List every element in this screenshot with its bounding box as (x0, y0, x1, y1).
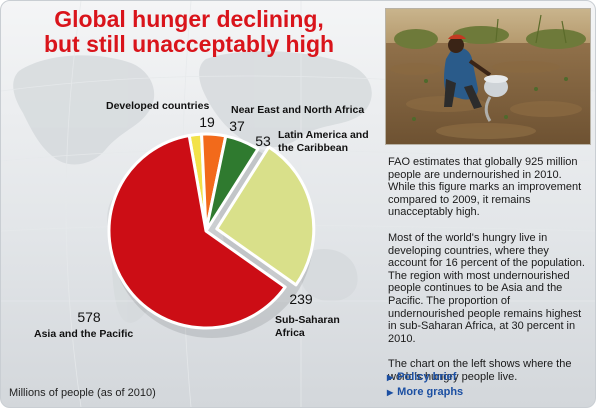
value-label-near-east-and-north-africa: 37 (229, 118, 245, 134)
description-text: FAO estimates that globally 925 million … (388, 156, 588, 397)
slice-label-developed-countries: Developed countries (106, 100, 209, 112)
slice-label-asia-and-the-pacific: Asia and the Pacific (34, 328, 133, 340)
more-graphs-label: More graphs (397, 386, 464, 398)
chart-unit-note: Millions of people (as of 2010) (9, 387, 156, 399)
slice-label-latin-america-and-the-caribbean: Latin America and the Caribbean (278, 129, 369, 154)
slice-label-near-east-and-north-africa: Near East and North Africa (231, 104, 364, 116)
pie-chart: 19 Developed countries 37 Near East and Nor… (34, 100, 369, 340)
chart-title: Global hunger declining, but still unacc… (1, 7, 377, 57)
value-label-sub-saharan-africa: 239 (289, 291, 313, 307)
pie-slice-latin-america-and-the-caribbean (204, 134, 260, 233)
policy-brief-label: Policy brief (397, 371, 457, 383)
paragraph-estimate: FAO estimates that globally 925 million … (388, 156, 582, 219)
paragraph-developing-countries: Most of the world's hungry live in devel… (388, 231, 585, 345)
farmer-watering-field-image (386, 9, 590, 144)
pie-slice-asia-and-the-pacific (107, 133, 287, 330)
pie-slice-sub-saharan-africa (215, 145, 316, 287)
slice-label-sub-saharan-africa: Sub-Saharan Africa (275, 314, 340, 339)
title-line-2: but still unacceptably high (43, 31, 335, 57)
value-label-developed-countries: 19 (199, 114, 215, 130)
value-label-asia-and-the-pacific: 578 (77, 309, 101, 325)
paragraph-chart-explanation: The chart on the left shows where the wo… (388, 358, 572, 383)
farmer-photo (385, 8, 591, 145)
triangle-right-icon: ▶ (387, 388, 394, 397)
title-line-1: Global hunger declining, (54, 6, 324, 32)
value-label-latin-america-and-the-caribbean: 53 (255, 133, 271, 149)
triangle-right-icon: ▶ (387, 373, 394, 382)
policy-brief-link[interactable]: ▶ Policy brief (387, 370, 463, 385)
link-list: ▶ Policy brief ▶ More graphs (387, 370, 463, 400)
more-graphs-link[interactable]: ▶ More graphs (387, 385, 463, 400)
